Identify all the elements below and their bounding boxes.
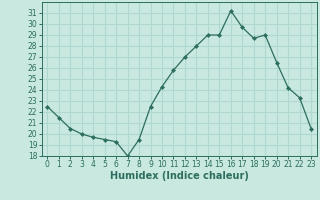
X-axis label: Humidex (Indice chaleur): Humidex (Indice chaleur) bbox=[110, 171, 249, 181]
